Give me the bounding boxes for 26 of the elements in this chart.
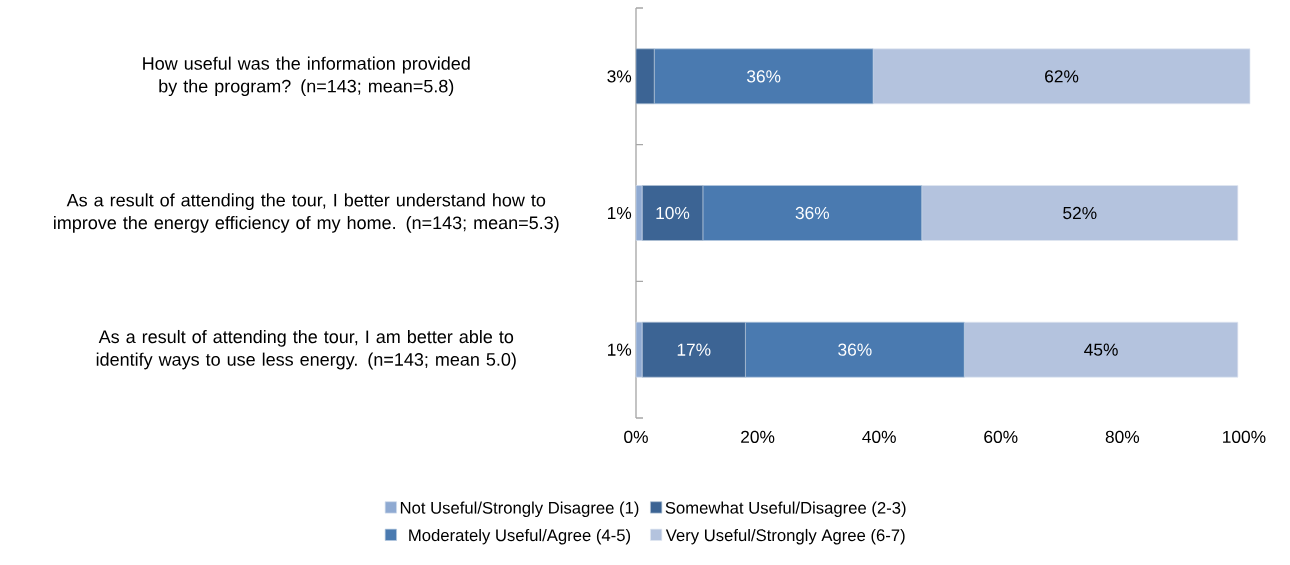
data-label: 17% <box>677 343 711 356</box>
data-label: 10% <box>656 206 690 220</box>
data-label: 3% <box>607 70 632 83</box>
legend-label: Very Useful/Strongly Agree (6-7) <box>665 528 905 545</box>
data-label: 36% <box>795 206 830 220</box>
y-tick-label: As a result of attending the tour, I better understand how to improve the energy efficiency of my home. (n=143; mean=5.3) <box>54 193 559 233</box>
legend-label: Somewhat Useful/Disagree (2-3) <box>665 501 906 518</box>
data-label: 52% <box>1063 206 1097 220</box>
data-label: 1% <box>608 206 632 220</box>
data-label: 1% <box>608 343 632 356</box>
x-tick-label: 100% <box>1223 430 1266 443</box>
bar <box>635 321 643 378</box>
data-label: 36% <box>838 343 872 356</box>
y-tick-label: As a result of attending the tour, I am better able to identify ways to use less energy. (n=143; mean 5.0) <box>96 329 516 370</box>
bar <box>635 185 643 241</box>
data-label: 62% <box>1045 70 1079 83</box>
x-tick-label: 20% <box>741 430 775 443</box>
legend-label: Not Useful/Strongly Disagree (1) <box>400 501 639 518</box>
x-tick-label: 0% <box>624 430 648 443</box>
y-tick-label: How useful was the information provided by the program? (n=143; mean=5.8) <box>143 56 470 97</box>
x-tick-label: 40% <box>862 430 896 443</box>
data-label: 45% <box>1084 343 1118 356</box>
x-tick-label: 80% <box>1105 430 1140 443</box>
legend-label: Moderately Useful/Agree (4-5) <box>409 528 631 545</box>
data-label: 36% <box>746 70 781 83</box>
x-tick-label: 60% <box>984 430 1018 443</box>
